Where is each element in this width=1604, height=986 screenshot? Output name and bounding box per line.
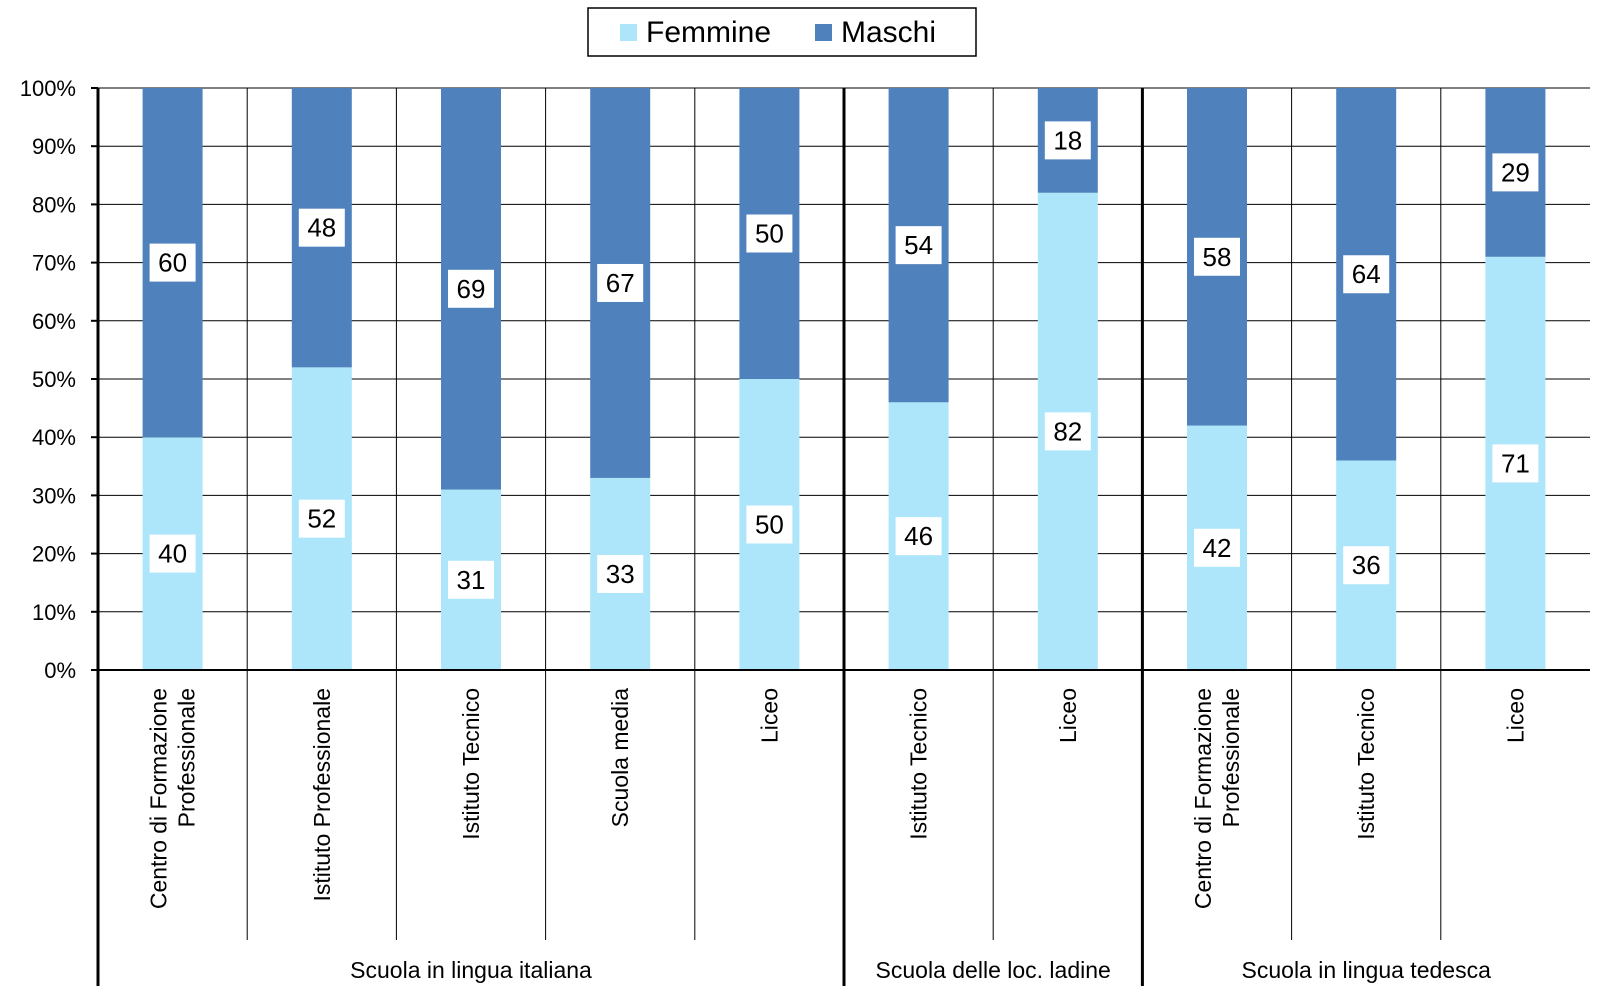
data-label-maschi: 50: [755, 219, 784, 249]
data-label-maschi: 60: [158, 248, 187, 278]
data-label-box: [448, 269, 494, 308]
data-label-box: [1343, 255, 1390, 294]
y-tick-label: 100%: [20, 76, 76, 101]
legend-label-maschi: Maschi: [841, 16, 936, 49]
data-label-box: [895, 226, 942, 265]
data-label-box: [597, 263, 644, 302]
category-label: Centro di FormazioneProfessionale: [1190, 688, 1244, 909]
y-tick-label: 20%: [32, 542, 76, 567]
y-tick-label: 50%: [32, 367, 76, 392]
data-label-femmine: 52: [307, 504, 336, 534]
data-label-box: [149, 243, 196, 282]
legend-label-femmine: Femmine: [646, 16, 771, 49]
data-label-maschi: 18: [1053, 125, 1082, 155]
category-label: Istituto Tecnico: [1353, 688, 1379, 840]
category-label-line: Liceo: [1055, 688, 1081, 743]
legend-box: [587, 7, 977, 57]
axes: [91, 87, 1590, 986]
category-label-line: Centro di Formazione: [1190, 688, 1216, 909]
data-label-box: [1194, 237, 1240, 276]
category-label-line: Liceo: [756, 688, 782, 743]
category-label-line: Istituto Professionale: [309, 688, 335, 902]
data-label-maschi: 69: [457, 274, 486, 304]
data-label-box: [1492, 153, 1539, 192]
category-label: Liceo: [1055, 688, 1081, 743]
category-label-line: Scuola media: [607, 688, 633, 828]
category-label: Liceo: [756, 688, 782, 743]
data-label-box: [149, 534, 196, 573]
legend: Femmine Maschi: [587, 7, 977, 57]
data-label-femmine: 42: [1203, 533, 1232, 563]
data-label-femmine: 82: [1053, 416, 1082, 446]
category-label-line: Istituto Tecnico: [1353, 688, 1379, 840]
data-label-box: [1194, 528, 1240, 567]
data-label-box: [1492, 444, 1539, 483]
data-label-box: [746, 505, 793, 544]
y-tick-label: 0%: [44, 658, 76, 683]
data-label-femmine: 40: [158, 539, 187, 569]
data-label-femmine: 50: [755, 510, 784, 540]
data-label-box: [746, 214, 793, 253]
category-label: Istituto Tecnico: [906, 688, 932, 840]
y-tick-label: 80%: [32, 192, 76, 217]
data-label-maschi: 48: [307, 213, 336, 243]
data-label-maschi: 29: [1501, 157, 1530, 187]
data-label-femmine: 33: [606, 559, 635, 589]
y-tick-label: 90%: [32, 134, 76, 159]
category-label-line: Liceo: [1502, 688, 1528, 743]
category-label: Centro di FormazioneProfessionale: [146, 688, 200, 909]
data-label-femmine: 36: [1352, 550, 1381, 580]
data-label-femmine: 31: [457, 565, 486, 595]
data-label-box: [298, 208, 345, 247]
y-tick-label: 10%: [32, 600, 76, 625]
data-label-maschi: 54: [904, 230, 933, 260]
category-label: Istituto Professionale: [309, 688, 335, 902]
category-label-line: Istituto Tecnico: [458, 688, 484, 840]
data-label-box: [1343, 546, 1390, 585]
data-label-box: [448, 560, 494, 599]
data-label-box: [895, 517, 942, 556]
labels: 0% 10% 20% 30% 40% 50% 60% 70% 80% 90% 100% 40 60 52 4…: [20, 76, 1539, 983]
data-label-femmine: 71: [1501, 448, 1530, 478]
group-label: Scuola in lingua tedesca: [1242, 957, 1492, 983]
category-label-line: Professionale: [1218, 688, 1244, 827]
data-label-maschi: 64: [1352, 259, 1381, 289]
category-label-line: Centro di Formazione: [146, 688, 172, 909]
group-label: Scuola in lingua italiana: [350, 957, 592, 983]
y-tick-label: 60%: [32, 309, 76, 334]
data-label-box: [298, 499, 345, 538]
group-label: Scuola delle loc. ladine: [876, 957, 1111, 983]
category-label: Liceo: [1502, 688, 1528, 743]
legend-swatch-femmine: [620, 24, 637, 41]
data-label-box: [597, 554, 644, 593]
y-tick-label: 30%: [32, 483, 76, 508]
data-label-maschi: 58: [1203, 242, 1232, 272]
data-label-maschi: 67: [606, 268, 635, 298]
legend-swatch-maschi: [815, 24, 832, 41]
y-tick-label: 40%: [32, 425, 76, 450]
data-label-femmine: 46: [904, 521, 933, 551]
category-label-line: Professionale: [174, 688, 200, 827]
category-label: Istituto Tecnico: [458, 688, 484, 840]
data-label-box: [1044, 121, 1091, 160]
category-label-line: Istituto Tecnico: [906, 688, 932, 840]
y-tick-label: 70%: [32, 251, 76, 276]
category-label: Scuola media: [607, 688, 633, 828]
data-label-box: [1044, 412, 1091, 451]
